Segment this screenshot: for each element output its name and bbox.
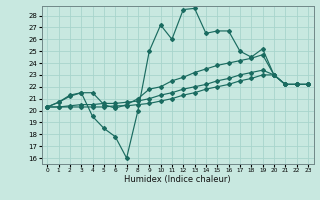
X-axis label: Humidex (Indice chaleur): Humidex (Indice chaleur) (124, 175, 231, 184)
